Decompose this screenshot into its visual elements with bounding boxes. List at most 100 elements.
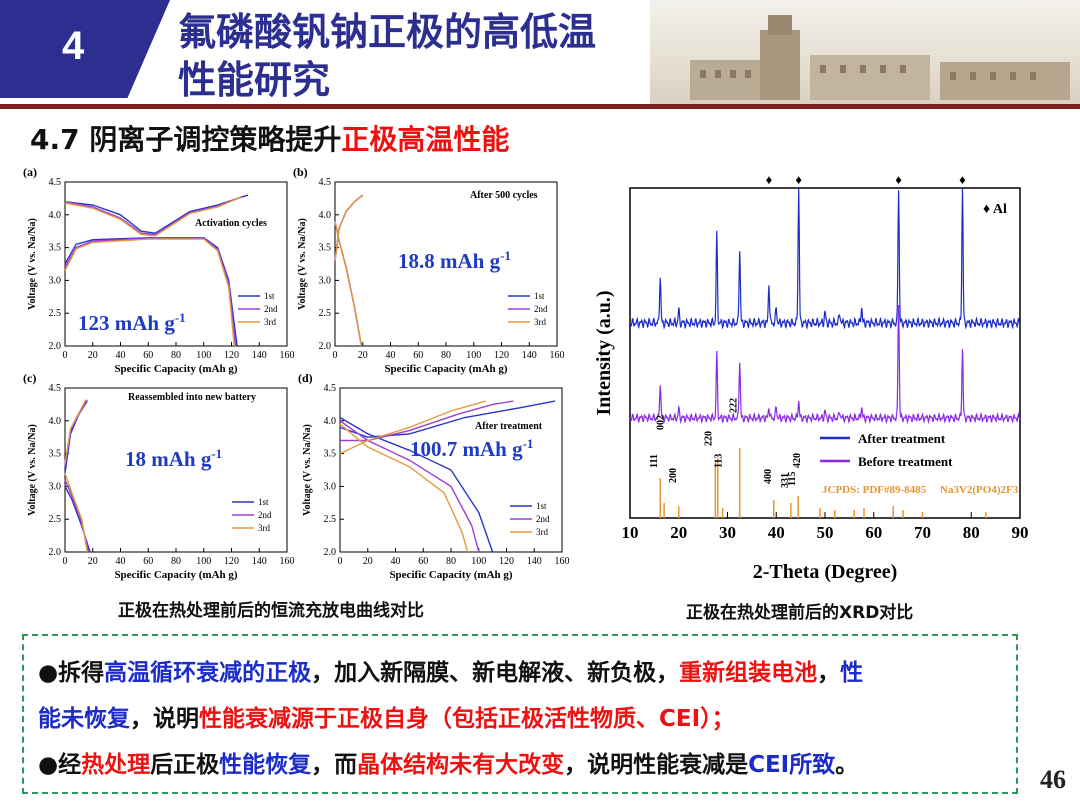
- x-tick-label: 120: [224, 556, 239, 567]
- y-tick-label: 3.5: [324, 449, 337, 460]
- reference-hkl-label: 002: [656, 415, 667, 430]
- subtitle-highlight: 正极高温性能: [341, 123, 510, 156]
- x-tick-label: 160: [550, 350, 565, 361]
- y-tick-label: 3.0: [49, 481, 62, 492]
- y-axis-label: Voltage (V vs. Na/Na): [302, 424, 313, 516]
- x-tick-label: 20: [670, 523, 687, 542]
- legend-label: Before treatment: [858, 454, 953, 469]
- conclusion-box: ●拆得高温循环衰减的正极，加入新隔膜、新电解液、新负极，重新组装电池，性 能未恢…: [22, 634, 1018, 794]
- x-tick-label: 70: [914, 523, 931, 542]
- x-tick-label: 60: [418, 556, 428, 567]
- xrd-figure: 10 20 30 40 50 60 70 80 90 2-Theta (Degree) Intens…: [593, 172, 1029, 583]
- x-tick-label: 20: [88, 350, 98, 361]
- x-tick-label: 20: [363, 556, 373, 567]
- x-tick-label: 40: [386, 350, 396, 361]
- reference-label: JCPDS: PDF#89-8485: [822, 484, 927, 496]
- y-tick-label: 4.0: [49, 210, 62, 221]
- y-axis-label: Intensity (a.u.): [593, 290, 615, 415]
- y-tick-label: 3.5: [319, 243, 332, 254]
- series-1st-charge: [64, 400, 88, 474]
- x-axis-label: Specific Capacity (mAh g): [114, 569, 237, 581]
- note-highlight: 晶体结构未有大改变: [357, 752, 565, 778]
- x-tick-label: 140: [252, 350, 267, 361]
- x-tick-label: 60: [413, 350, 423, 361]
- panel-tag: (a): [23, 165, 37, 179]
- legend-label: 2nd: [258, 510, 272, 520]
- note-text: ●拆得: [38, 660, 105, 686]
- note-text: ，加入新隔膜、新电解液、新负极，: [311, 660, 680, 686]
- note-highlight: 性能衰减源于正极自身（包括正极活性物质、CEI）；: [199, 706, 735, 732]
- gcd-panel-b: 0 20 40 60 80 100 120 140 160 2.0 2.5 3.0 3.5 4.0 4.5 S…: [293, 165, 565, 375]
- x-tick-label: 100: [196, 350, 211, 361]
- legend-label: 1st: [536, 501, 547, 511]
- note-highlight: 热处理: [81, 752, 151, 778]
- note-text: ，: [817, 660, 841, 686]
- y-tick-label: 4.5: [49, 383, 62, 394]
- x-tick-label: 120: [224, 350, 239, 361]
- legend-label: 3rd: [534, 317, 546, 327]
- page-number: 46: [1040, 765, 1066, 794]
- y-tick-label: 2.5: [324, 514, 337, 525]
- legend-label: 3rd: [536, 527, 548, 537]
- note-line-2: 能未恢复，说明性能衰减源于正极自身（包括正极活性物质、CEI）；: [38, 704, 735, 734]
- note-highlight: 能未恢复: [38, 706, 130, 732]
- note-highlight: 性能恢复: [219, 752, 312, 778]
- x-tick-label: 40: [116, 350, 126, 361]
- section-number: 4: [62, 24, 85, 68]
- reference-hkl-label: 400: [763, 469, 774, 484]
- panel-tag: (b): [293, 165, 308, 179]
- gcd-panel-d: 0 20 40 60 80 100 120 140 160 2.0 2.5 3.0 3.5 4.0 4.5 S…: [298, 371, 570, 581]
- series-2nd-discharge: [339, 420, 480, 553]
- reference-hkl-label: 115: [787, 472, 798, 486]
- note-text: ，说明: [130, 706, 199, 732]
- series-3rd-discharge: [334, 221, 363, 347]
- campus-photo: [650, 0, 1080, 104]
- legend-label: 3rd: [264, 317, 276, 327]
- capacity-label: 18 mAh g-1: [125, 446, 222, 471]
- x-tick-label: 80: [441, 350, 451, 361]
- x-tick-label: 100: [466, 350, 481, 361]
- panel-tag: (c): [23, 371, 36, 385]
- note-text: 后正极: [150, 752, 220, 778]
- al-marker: ♦: [766, 172, 773, 187]
- x-tick-label: 20: [88, 556, 98, 567]
- x-tick-label: 80: [171, 556, 181, 567]
- x-tick-label: 140: [252, 556, 267, 567]
- note-highlight: 重新组装电池: [679, 660, 818, 686]
- x-tick-label: 160: [555, 556, 570, 567]
- x-tick-label: 40: [768, 523, 785, 542]
- gcd-panel-a: 0 20 40 60 80 100 120 140 160 2.0 2.5 3.0 3.5 4.0 4.5 S…: [23, 165, 295, 375]
- reference-hkl-label: 220: [703, 431, 714, 446]
- header-divider: [0, 104, 1080, 109]
- reference-hkl-label: 331: [780, 473, 791, 488]
- x-tick-label: 60: [865, 523, 882, 542]
- x-tick-label: 100: [196, 556, 211, 567]
- panel-note: After treatment: [475, 421, 543, 432]
- note-highlight: CEI所致: [748, 752, 836, 778]
- y-tick-label: 4.5: [319, 177, 332, 188]
- gcd-caption: 正极在热处理前后的恒流充放电曲线对比: [118, 601, 424, 621]
- series-2nd-discharge: [64, 237, 237, 347]
- legend-label: 2nd: [264, 304, 278, 314]
- y-tick-label: 2.0: [319, 341, 332, 352]
- x-tick-label: 50: [817, 523, 834, 542]
- panel-note: Reassembled into new battery: [128, 392, 256, 403]
- y-tick-label: 4.5: [49, 177, 62, 188]
- gcd-figure: 0 20 40 60 80 100 120 140 160 2.0 2.5 3.0 3.5 4.0 4.5 S…: [23, 165, 570, 581]
- note-highlight: 性: [840, 660, 864, 686]
- series-3rd-charge: [64, 399, 87, 464]
- x-tick-label: 100: [471, 556, 486, 567]
- series-3rd-discharge: [64, 473, 88, 553]
- reference-hkl-label: 200: [668, 468, 679, 483]
- series-2nd-charge: [64, 399, 88, 467]
- x-tick-label: 160: [280, 350, 295, 361]
- xrd-after-treatment: [629, 188, 1021, 330]
- series-3rd-charge: [339, 400, 486, 455]
- gcd-panel-c: 0 20 40 60 80 100 120 140 160 2.0 2.5 3.0 3.5 4.0 4.5 S…: [23, 371, 295, 581]
- y-axis-label: Voltage (V vs. Na/Na): [27, 424, 38, 516]
- y-axis-label: Voltage (V vs. Na/Na): [27, 218, 38, 310]
- note-highlight: 高温循环衰减的正极: [104, 660, 312, 686]
- panel-note: After 500 cycles: [470, 190, 538, 201]
- legend-label: 2nd: [536, 514, 550, 524]
- legend-label: 2nd: [534, 304, 548, 314]
